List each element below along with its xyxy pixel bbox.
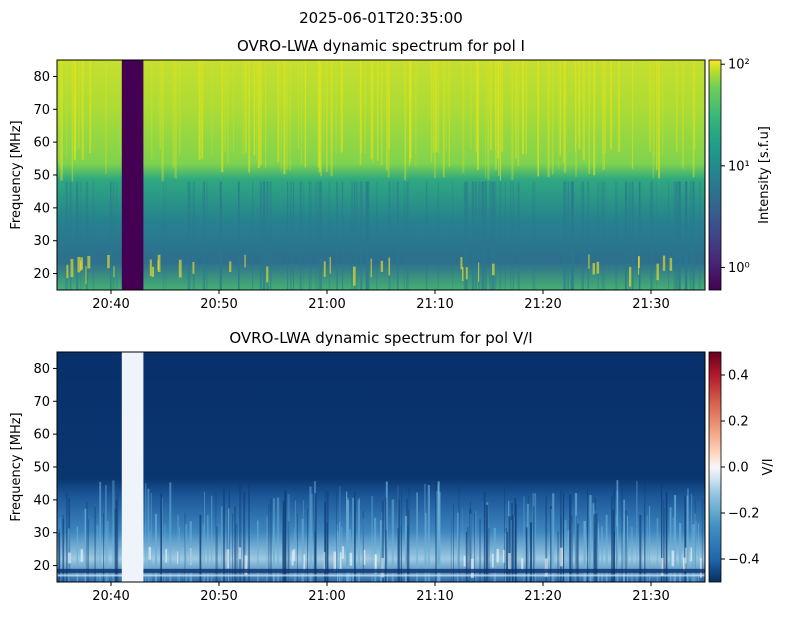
panel-pol-i: OVRO-LWA dynamic spectrum for pol I 20:4… — [9, 37, 772, 312]
colorbar-label-pol-vi: V/I — [761, 458, 776, 475]
colorbar-tick-label: 10¹ — [728, 159, 750, 174]
y-tick-label: 40 — [33, 493, 50, 508]
colorbar-tick-label: 0.4 — [728, 369, 749, 384]
heatmap-pol-i — [57, 60, 705, 290]
colorbar-pol-i — [708, 59, 722, 291]
x-tick-label: 21:00 — [308, 589, 345, 604]
colorbar-label-pol-i: Intensity [s.f.u] — [757, 126, 772, 224]
colorbar-tick-label: −0.2 — [728, 507, 760, 522]
x-tick-label: 21:10 — [416, 589, 453, 604]
data-gap-pol-vi — [121, 352, 144, 582]
figure-suptitle: 2025-06-01T20:35:00 — [299, 9, 463, 27]
panel-title-pol-i: OVRO-LWA dynamic spectrum for pol I — [237, 37, 525, 55]
y-tick-label: 40 — [33, 201, 50, 216]
panel-title-pol-vi: OVRO-LWA dynamic spectrum for pol V/I — [229, 329, 532, 347]
ylabel-pol-i: Frequency [MHz] — [9, 120, 24, 229]
colorbar-tick-label: 0.0 — [728, 461, 749, 476]
y-tick-label: 60 — [33, 136, 50, 151]
x-tick-label: 21:20 — [524, 589, 561, 604]
x-tick-label: 21:20 — [524, 297, 561, 312]
x-tick-label: 21:30 — [632, 589, 669, 604]
x-tick-label: 20:40 — [92, 297, 129, 312]
y-tick-label: 70 — [33, 395, 50, 410]
y-tick-label: 60 — [33, 428, 50, 443]
y-tick-label: 20 — [33, 267, 50, 282]
colorbar-pol-vi — [708, 351, 722, 583]
colorbar-tick-label: 0.2 — [728, 415, 749, 430]
y-tick-label: 20 — [33, 559, 50, 574]
colorbar-tick-label: 10⁰ — [728, 261, 750, 276]
x-tick-label: 20:50 — [200, 589, 237, 604]
colorbar-tick-label: 10² — [728, 58, 750, 73]
panel-pol-vi: OVRO-LWA dynamic spectrum for pol V/I 20… — [9, 329, 776, 604]
x-tick-label: 21:30 — [632, 297, 669, 312]
y-tick-label: 80 — [33, 70, 50, 85]
colorbar-tick-label: −0.4 — [728, 553, 760, 568]
x-tick-label: 20:50 — [200, 297, 237, 312]
y-tick-label: 30 — [33, 526, 50, 541]
x-tick-label: 21:00 — [308, 297, 345, 312]
y-tick-label: 30 — [33, 234, 50, 249]
ylabel-pol-vi: Frequency [MHz] — [9, 412, 24, 521]
x-tick-label: 20:40 — [92, 589, 129, 604]
y-tick-label: 80 — [33, 362, 50, 377]
heatmap-pol-vi — [57, 352, 705, 582]
data-gap-pol-i — [121, 60, 144, 290]
y-tick-label: 50 — [33, 169, 50, 184]
x-tick-label: 21:10 — [416, 297, 453, 312]
y-tick-label: 70 — [33, 103, 50, 118]
y-tick-label: 50 — [33, 461, 50, 476]
